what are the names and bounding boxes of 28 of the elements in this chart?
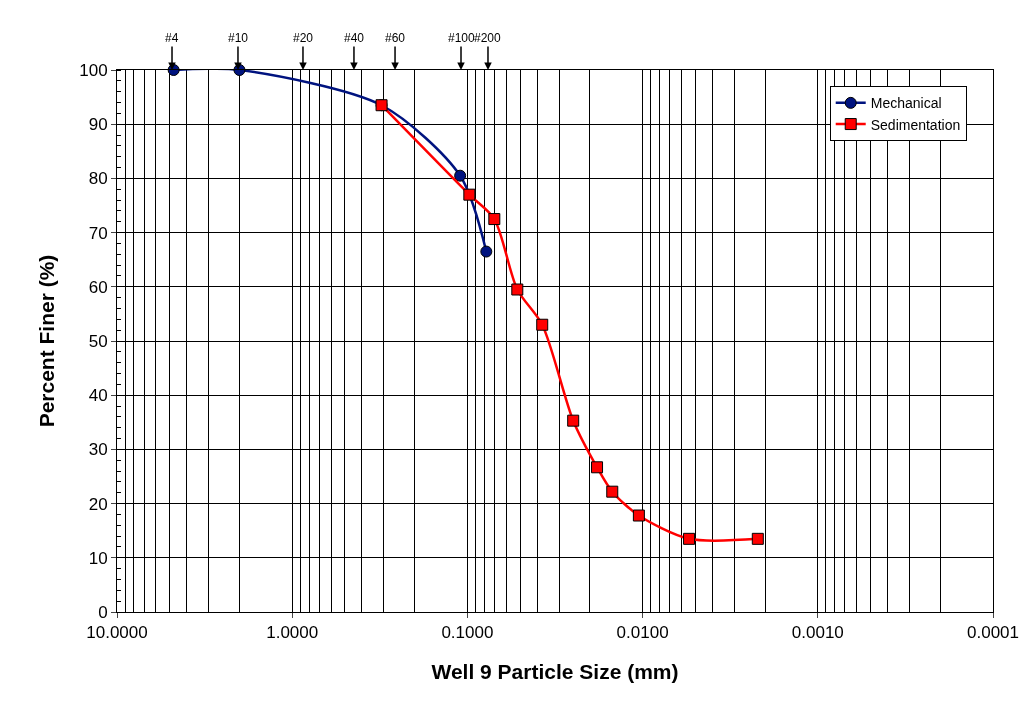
text: #40 xyxy=(344,31,365,45)
y-tick-label: 70 xyxy=(88,223,108,243)
x-tick-label: 1.0000 xyxy=(266,623,319,643)
y-tick-label: 20 xyxy=(88,494,108,514)
text: #10 xyxy=(228,31,249,45)
y-tick-label: 50 xyxy=(88,331,108,351)
text: #200 xyxy=(474,31,502,45)
text: #20 xyxy=(293,31,314,45)
x-tick-label: 0.0100 xyxy=(616,623,669,643)
x-tick-label: 0.1000 xyxy=(441,623,494,643)
text: #100 xyxy=(448,31,476,45)
x-axis-title: Well 9 Particle Size (mm) xyxy=(431,659,679,683)
legend-label: Mechanical xyxy=(870,95,942,112)
x-tick-label: 0.0001 xyxy=(967,623,1019,643)
legend-label: Sedimentation xyxy=(870,116,961,133)
y-tick-label: 100 xyxy=(79,60,108,80)
text: #60 xyxy=(385,31,406,45)
y-tick-label: 60 xyxy=(88,277,108,297)
y-axis-title: Percent Finer (%) xyxy=(35,254,59,428)
x-tick-label: 10.0000 xyxy=(86,623,148,643)
y-tick-label: 80 xyxy=(88,169,108,189)
y-tick-label: 40 xyxy=(88,386,108,406)
text: #4 xyxy=(165,31,179,45)
x-tick-label: 0.0010 xyxy=(791,623,844,643)
y-tick-label: 90 xyxy=(88,115,108,135)
y-tick-label: 10 xyxy=(88,548,108,568)
y-tick-label: 0 xyxy=(98,602,108,622)
y-tick-label: 30 xyxy=(88,440,108,460)
